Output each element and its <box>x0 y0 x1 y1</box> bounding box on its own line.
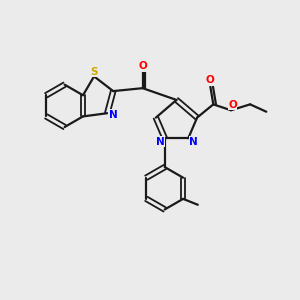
Text: O: O <box>228 100 237 110</box>
Text: N: N <box>189 137 198 147</box>
Text: N: N <box>109 110 118 120</box>
Text: O: O <box>139 61 148 71</box>
Text: O: O <box>206 75 214 85</box>
Text: N: N <box>156 137 165 147</box>
Text: S: S <box>90 67 98 77</box>
